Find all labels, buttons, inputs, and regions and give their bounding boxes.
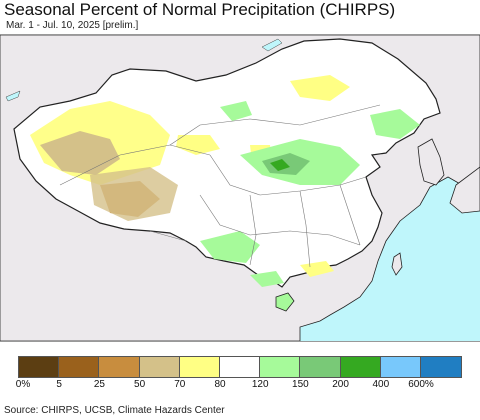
legend-swatch (340, 357, 381, 377)
legend-swatch (179, 357, 220, 377)
legend-tick-label: 80 (214, 379, 226, 390)
legend-tick-label: 5 (56, 379, 62, 390)
legend-swatch (380, 357, 421, 377)
province-borders (59, 104, 381, 268)
source-text: Source: CHIRPS, UCSB, Climate Hazards Ce… (4, 405, 225, 416)
precipitation-map (0, 34, 480, 342)
legend-tick-label: 25 (93, 379, 105, 390)
hainan-island (275, 292, 295, 312)
taiwan-land (391, 252, 403, 276)
color-legend (18, 356, 463, 378)
legend-tick-label: 50 (134, 379, 146, 390)
lake-shape (261, 38, 283, 52)
legend-swatch (139, 357, 180, 377)
legend-tick-label: 120 (251, 379, 269, 390)
precip-dry-patches (30, 75, 350, 277)
legend-swatch (420, 357, 462, 377)
precip-wet-patches (200, 101, 420, 287)
legend-swatch (59, 357, 100, 377)
map-title: Seasonal Percent of Normal Precipitation… (4, 0, 396, 19)
korea-land (417, 138, 445, 186)
japan-land (449, 166, 480, 214)
map-subtitle: Mar. 1 - Jul. 10, 2025 [prelim.] (6, 20, 139, 31)
legend-tick-label: 150 (292, 379, 309, 390)
legend-tick-label: 70 (174, 379, 186, 390)
legend-swatch (19, 357, 60, 377)
legend-ticks: 0% 5 25 50 70 80 120 150 200 400 600% (0, 379, 480, 393)
legend-tick-label: 200 (332, 379, 349, 390)
coast-inlet (5, 90, 21, 102)
legend-swatch (300, 357, 341, 377)
legend-swatch (260, 357, 301, 377)
legend-tick-label: 400 (372, 379, 390, 390)
legend-swatch (99, 357, 140, 377)
china-land (13, 38, 441, 288)
legend-tick-label: 0% (15, 379, 31, 390)
legend-tick-label: 600% (408, 379, 434, 390)
legend-swatch (219, 357, 261, 377)
